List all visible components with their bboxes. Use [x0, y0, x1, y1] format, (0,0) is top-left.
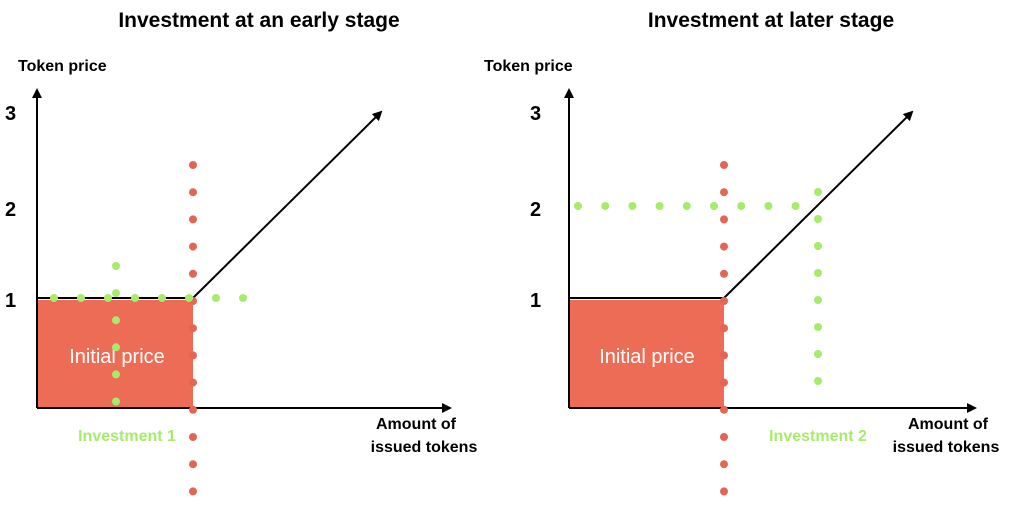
- red-dot: [189, 188, 197, 197]
- green-dot: [212, 294, 220, 302]
- investment-label: Investment 2: [769, 428, 867, 445]
- green-dot: [158, 294, 166, 302]
- y-tick-2: 2: [5, 199, 16, 221]
- current-supply-dotted-line: [720, 161, 728, 496]
- green-dot: [77, 294, 85, 302]
- investment-label: Investment 1: [78, 428, 176, 445]
- green-dot: [682, 202, 691, 210]
- green-dot: [628, 202, 637, 210]
- green-dot: [814, 350, 822, 358]
- red-dot: [189, 215, 197, 224]
- red-dot: [720, 433, 728, 441]
- x-axis-label-line2: issued tokens: [371, 439, 478, 456]
- red-dot: [720, 215, 728, 224]
- price-curve-arrow: [723, 110, 914, 299]
- green-dot: [185, 294, 193, 302]
- green-dot: [112, 343, 120, 352]
- red-dot: [720, 405, 728, 414]
- red-dot: [189, 405, 197, 414]
- panel-later-stage: Investment at later stage Token price In…: [484, 9, 1000, 496]
- green-dot: [814, 188, 822, 196]
- price-curve-arrow: [192, 110, 383, 299]
- red-dot: [189, 378, 197, 387]
- red-dot: [720, 242, 728, 251]
- red-dot: [189, 487, 197, 496]
- investment-amount-dotted-line: [112, 262, 120, 406]
- red-dot: [720, 324, 728, 333]
- panel-title: Investment at later stage: [648, 9, 894, 32]
- red-dot: [189, 460, 197, 469]
- green-dot: [574, 202, 582, 210]
- initial-price-label: Initial price: [599, 346, 695, 368]
- red-dot: [189, 324, 197, 333]
- x-axis-label-line1: Amount of: [908, 416, 989, 433]
- green-dot: [764, 202, 773, 210]
- y-axis-label: Token price: [484, 58, 573, 75]
- green-dot: [814, 269, 822, 277]
- green-dot: [814, 377, 822, 385]
- green-dot: [104, 294, 112, 302]
- y-tick-1: 1: [530, 290, 541, 312]
- green-dot: [239, 294, 247, 302]
- green-dot: [655, 202, 664, 210]
- investment-price-dotted-line: [50, 294, 247, 302]
- green-dot: [814, 323, 822, 331]
- green-dot: [112, 316, 120, 325]
- red-dot: [720, 351, 728, 360]
- green-dot: [710, 202, 718, 210]
- panel-title: Investment at an early stage: [118, 9, 399, 32]
- green-dot: [737, 202, 746, 210]
- red-dot: [189, 242, 197, 251]
- green-dot: [112, 289, 120, 298]
- red-dot: [720, 269, 728, 278]
- green-dot: [814, 215, 822, 223]
- panel-early-stage: Investment at an early stage Token price…: [5, 9, 478, 496]
- green-dot: [112, 370, 120, 379]
- investment-amount-dotted-line: [814, 188, 822, 385]
- green-dot: [131, 294, 139, 302]
- red-dot: [189, 433, 197, 441]
- y-tick-3: 3: [5, 103, 16, 125]
- red-dot: [189, 351, 197, 360]
- red-dot: [720, 378, 728, 387]
- red-dot: [720, 297, 728, 305]
- red-dot: [189, 161, 197, 169]
- current-supply-dotted-line: [189, 161, 197, 496]
- y-tick-1: 1: [5, 290, 16, 312]
- green-dot: [791, 202, 800, 210]
- red-dot: [720, 161, 728, 169]
- green-dot: [601, 202, 610, 210]
- red-dot: [720, 188, 728, 197]
- initial-price-label: Initial price: [69, 346, 165, 368]
- green-dot: [814, 242, 822, 250]
- y-tick-3: 3: [530, 103, 541, 125]
- green-dot: [112, 262, 120, 270]
- red-dot: [189, 269, 197, 278]
- initial-price-box: [569, 300, 724, 408]
- green-dot: [814, 296, 822, 304]
- green-dot: [112, 397, 120, 406]
- x-axis-label-line1: Amount of: [376, 416, 457, 433]
- red-dot: [720, 460, 728, 469]
- y-tick-2: 2: [530, 199, 541, 221]
- red-dot: [720, 487, 728, 496]
- green-dot: [50, 294, 58, 302]
- x-axis-label-line2: issued tokens: [893, 439, 1000, 456]
- investment-price-dotted-line: [574, 202, 800, 210]
- y-axis-label: Token price: [18, 58, 107, 75]
